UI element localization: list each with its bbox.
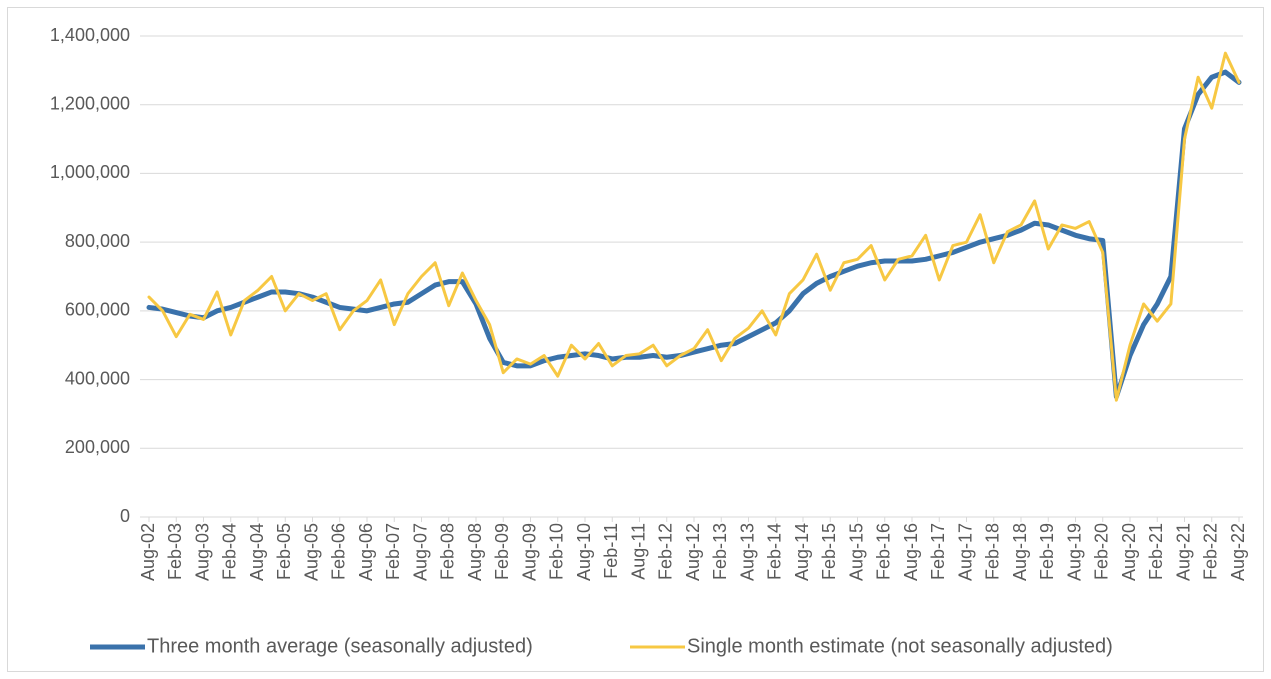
x-tick-label: Feb-11 [601,523,621,579]
x-tick-label: Aug-13 [737,523,757,581]
chart-frame [7,7,1264,672]
x-tick-label: Feb-14 [765,523,785,580]
x-tick-label: Aug-15 [846,523,866,581]
x-tick-label: Aug-20 [1119,523,1139,581]
x-tick-label: Feb-16 [874,523,894,580]
x-tick-label: Feb-15 [819,523,839,580]
x-tick-label: Feb-09 [492,523,512,580]
x-tick-label: Aug-07 [410,523,430,581]
x-tick-label: Aug-09 [519,523,539,581]
x-tick-label: Feb-18 [983,523,1003,580]
x-tick-label: Feb-13 [710,523,730,580]
y-tick-label: 1,400,000 [50,25,130,45]
y-tick-label: 1,000,000 [50,162,130,182]
x-tick-label: Feb-06 [329,523,349,580]
x-tick-label: Aug-14 [792,523,812,581]
x-tick-label: Feb-10 [547,523,567,580]
x-tick-label: Feb-12 [656,523,676,580]
x-tick-label: Feb-07 [383,523,403,580]
x-tick-label: Aug-05 [301,523,321,581]
series-line [147,51,1241,402]
x-tick-label: Aug-06 [356,523,376,581]
x-tick-label: Aug-11 [628,523,648,580]
x-tick-label: Aug-22 [1228,523,1248,581]
x-tick-label: Feb-05 [274,523,294,580]
x-tick-label: Feb-19 [1037,523,1057,580]
x-tick-label: Feb-17 [928,523,948,580]
x-tick-label: Feb-04 [220,523,240,580]
x-tick-label: Aug-04 [247,523,267,581]
y-tick-label: 0 [120,506,130,526]
x-tick-label: Feb-21 [1146,523,1166,580]
x-tick-label: Aug-10 [574,523,594,581]
y-tick-label: 400,000 [65,368,130,388]
x-tick-label: Aug-12 [683,523,703,581]
x-tick-label: Aug-02 [138,523,158,581]
x-tick-label: Aug-16 [901,523,921,581]
x-tick-label: Aug-08 [465,523,485,581]
x-tick-label: Aug-19 [1064,523,1084,581]
y-tick-label: 1,200,000 [50,93,130,113]
x-tick-label: Aug-17 [955,523,975,581]
x-tick-label: Feb-03 [165,523,185,580]
x-tick-label: Aug-03 [192,523,212,581]
legend-label: Single month estimate (not seasonally ad… [687,635,1113,657]
y-tick-label: 800,000 [65,231,130,251]
x-tick-label: Feb-20 [1092,523,1112,580]
x-tick-label: Feb-08 [438,523,458,580]
x-tick-label: Aug-21 [1173,523,1193,581]
y-tick-label: 600,000 [65,300,130,320]
x-tick-label: Feb-22 [1201,523,1221,580]
y-tick-label: 200,000 [65,437,130,457]
legend-label: Three month average (seasonally adjusted… [147,635,533,657]
x-tick-label: Aug-18 [1010,523,1030,581]
